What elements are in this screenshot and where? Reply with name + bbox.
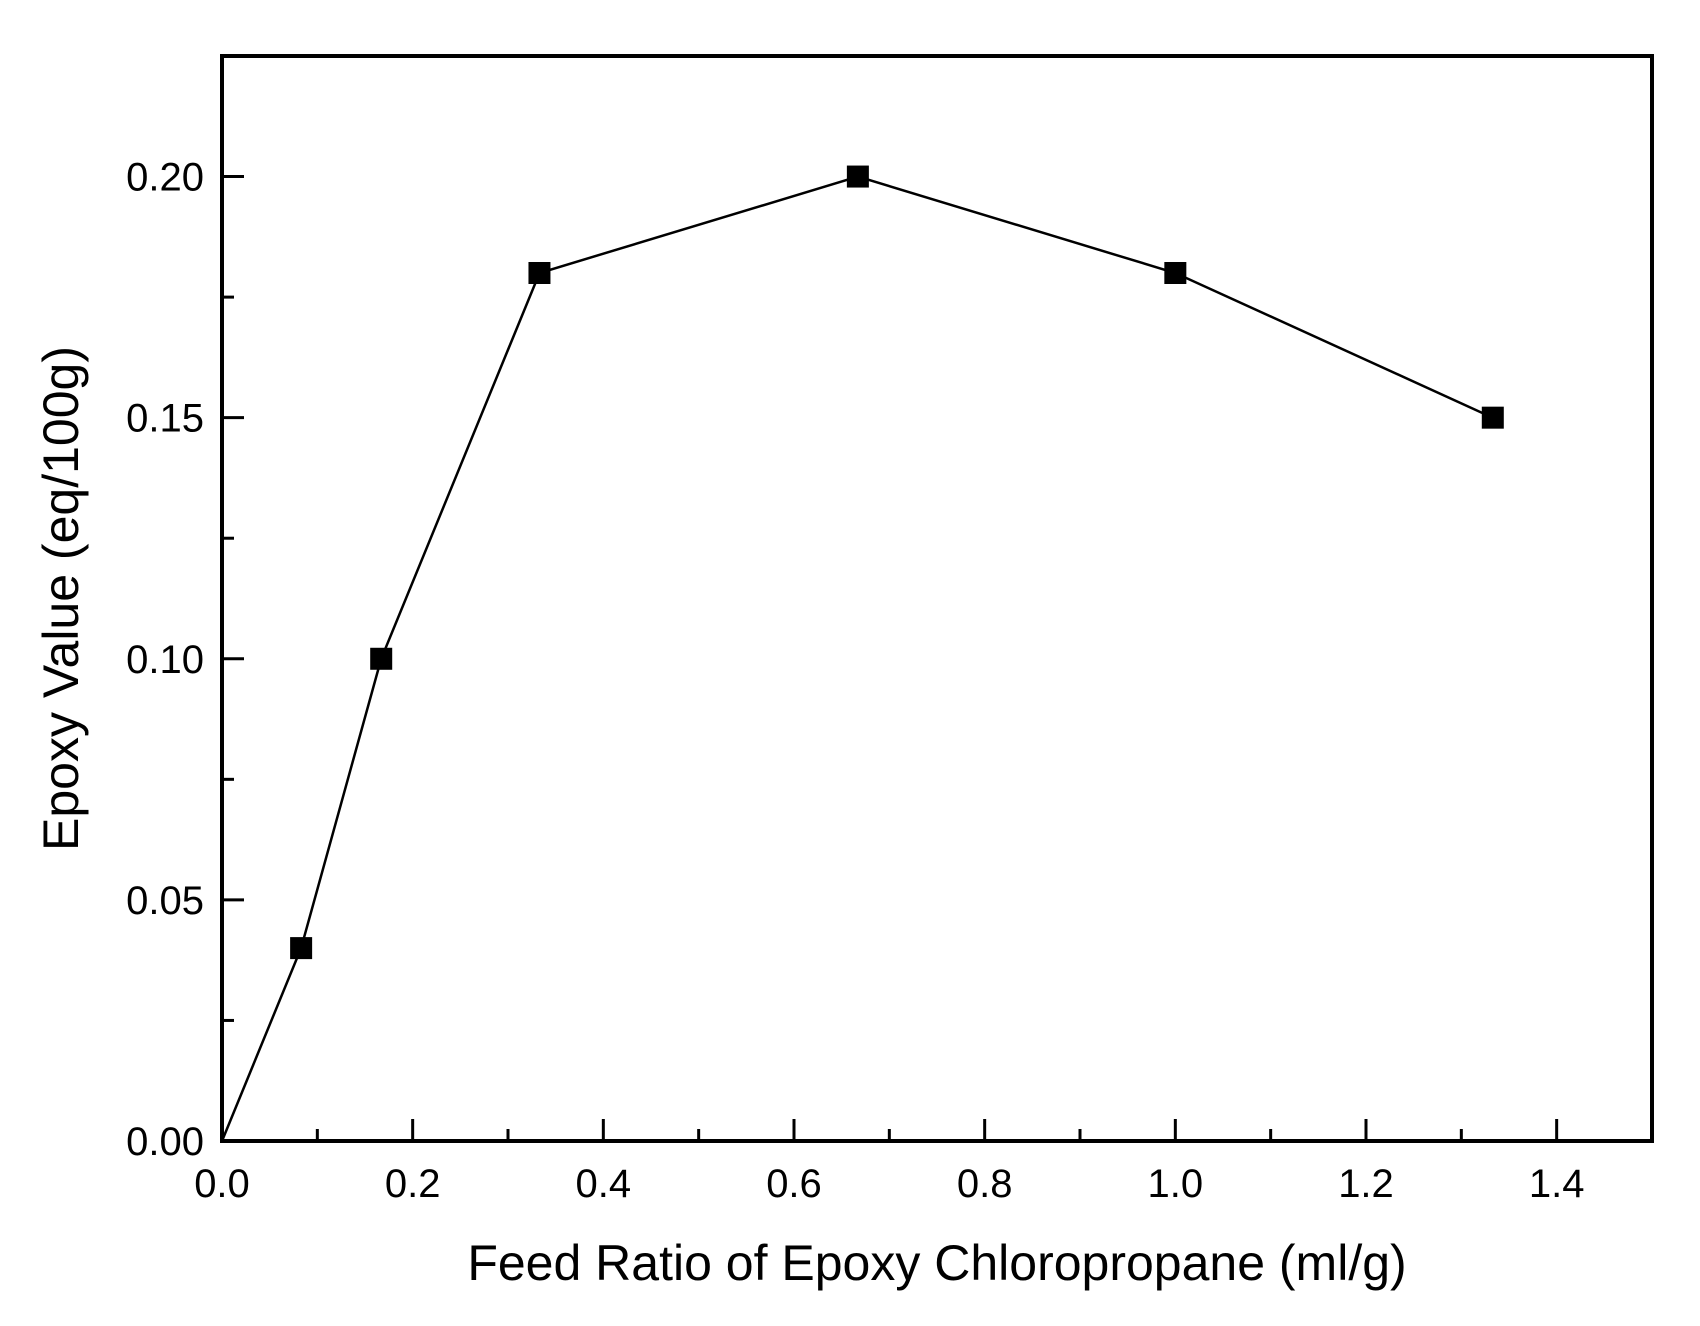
y-tick-label: 0.15	[126, 397, 204, 441]
x-axis-title: Feed Ratio of Epoxy Chloropropane (ml/g)	[467, 1235, 1406, 1291]
x-tick-label: 1.2	[1338, 1162, 1394, 1206]
x-tick-label: 0.6	[766, 1162, 822, 1206]
y-axis-title: Epoxy Value (eq/100g)	[33, 346, 89, 851]
data-point-marker	[1481, 406, 1504, 429]
x-tick-label: 0.2	[385, 1162, 441, 1206]
y-tick-label: 0.05	[126, 879, 204, 923]
y-tick-label: 0.00	[126, 1120, 204, 1164]
x-tick-label: 0.4	[576, 1162, 632, 1206]
x-tick-label: 0.8	[957, 1162, 1013, 1206]
y-tick-label: 0.20	[126, 156, 204, 200]
x-tick-label: 1.4	[1529, 1162, 1585, 1206]
tick-labels: 0.0 0.2 0.4 0.6 0.8 1.0 1.2 1.4 0.00 0.05 0.10 0.15…	[126, 156, 1584, 1206]
data-point-marker	[370, 647, 393, 670]
x-tick-label: 1.0	[1148, 1162, 1204, 1206]
data-point-marker	[528, 262, 551, 284]
data-point-marker	[290, 937, 313, 960]
x-tick-label: 0.0	[194, 1162, 250, 1206]
data-point-marker	[846, 165, 869, 188]
data-point-marker	[1164, 262, 1187, 284]
series-layer	[220, 165, 1504, 1142]
plot-frame	[220, 54, 1654, 1143]
y-tick-label: 0.10	[126, 638, 204, 682]
